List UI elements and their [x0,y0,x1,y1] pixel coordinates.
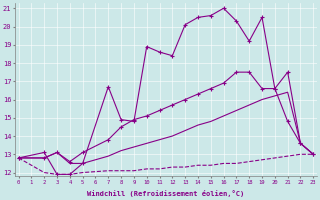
X-axis label: Windchill (Refroidissement éolien,°C): Windchill (Refroidissement éolien,°C) [87,190,244,197]
